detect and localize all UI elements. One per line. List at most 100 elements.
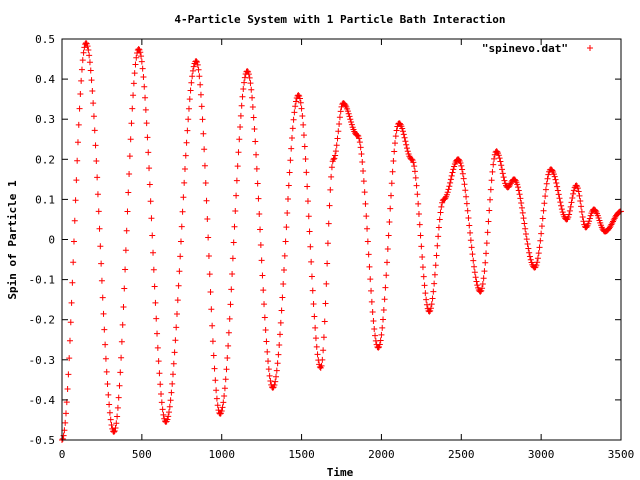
data-point [556, 195, 563, 202]
data-point [241, 79, 248, 86]
data-point [580, 218, 587, 225]
data-point [254, 180, 261, 187]
data-point [541, 200, 548, 207]
data-point [520, 215, 527, 222]
data-point [105, 391, 112, 398]
data-point [445, 186, 452, 193]
data-point [384, 259, 391, 266]
y-tick-label: -0.4 [29, 394, 56, 407]
data-point [276, 342, 283, 349]
data-point [86, 59, 93, 66]
data-point [67, 319, 74, 326]
data-point [331, 155, 338, 162]
data-point [423, 301, 430, 308]
data-point [412, 174, 419, 181]
data-point [69, 279, 76, 286]
data-point [65, 371, 72, 378]
data-point [559, 209, 566, 216]
data-point [479, 280, 486, 287]
data-point [265, 366, 272, 373]
data-point [309, 287, 316, 294]
data-point [113, 420, 120, 427]
data-point [90, 113, 97, 120]
data-point [538, 230, 545, 237]
data-point [275, 351, 282, 358]
data-point [462, 187, 469, 194]
data-point [148, 215, 155, 222]
data-point [250, 114, 257, 121]
data-point [181, 166, 188, 173]
data-point [147, 198, 154, 205]
data-point [324, 240, 331, 247]
data-point [98, 260, 105, 267]
data-point [558, 202, 565, 209]
data-point [567, 203, 574, 210]
data-point [366, 263, 373, 270]
data-point [296, 92, 303, 99]
data-point [370, 318, 377, 325]
data-point [142, 106, 149, 113]
legend-marker [587, 45, 593, 51]
y-tick-label: -0.2 [29, 314, 56, 327]
data-point [574, 185, 581, 192]
data-point [94, 191, 101, 198]
data-point [239, 93, 246, 100]
data-point [235, 149, 242, 156]
data-point [59, 435, 66, 442]
data-point [472, 274, 479, 281]
data-point [205, 234, 212, 241]
data-point [435, 224, 442, 231]
data-point [361, 189, 368, 196]
data-point [74, 157, 81, 164]
data-point [122, 266, 129, 273]
data-point [303, 169, 310, 176]
data-point [334, 135, 341, 142]
data-point [427, 307, 434, 314]
data-point [468, 244, 475, 251]
data-point [524, 240, 531, 247]
data-point [151, 283, 158, 290]
data-point [114, 404, 121, 411]
data-point [185, 116, 192, 123]
data-point [310, 301, 317, 308]
data-point [160, 411, 167, 418]
data-point [66, 355, 73, 362]
data-point [112, 425, 119, 432]
data-point [381, 296, 388, 303]
data-point [418, 243, 425, 250]
data-point [244, 68, 251, 75]
data-point [266, 372, 273, 379]
data-point [566, 211, 573, 218]
data-point [323, 280, 330, 287]
data-point [170, 360, 177, 367]
data-point [177, 238, 184, 245]
data-point [256, 210, 263, 217]
data-point [108, 421, 115, 428]
data-point [413, 182, 420, 189]
data-point [64, 386, 71, 393]
data-point [326, 202, 333, 209]
data-point [382, 284, 389, 291]
data-point [487, 196, 494, 203]
data-point [106, 401, 113, 408]
data-point [392, 140, 399, 147]
data-point [91, 127, 98, 134]
data-point [364, 225, 371, 232]
data-point [419, 264, 426, 271]
data-point [114, 413, 121, 420]
data-point [267, 378, 274, 385]
data-point [431, 271, 438, 278]
data-point [154, 344, 161, 351]
data-point [76, 105, 83, 112]
data-point [119, 321, 126, 328]
y-tick-label: 0.1 [35, 193, 55, 206]
x-tick-label: 3500 [608, 448, 635, 461]
data-point [320, 334, 327, 341]
data-point [422, 290, 429, 297]
data-point [131, 70, 138, 77]
data-point [201, 162, 208, 169]
data-point [526, 249, 533, 256]
data-point [360, 178, 367, 185]
data-point [174, 297, 181, 304]
data-point [279, 294, 286, 301]
